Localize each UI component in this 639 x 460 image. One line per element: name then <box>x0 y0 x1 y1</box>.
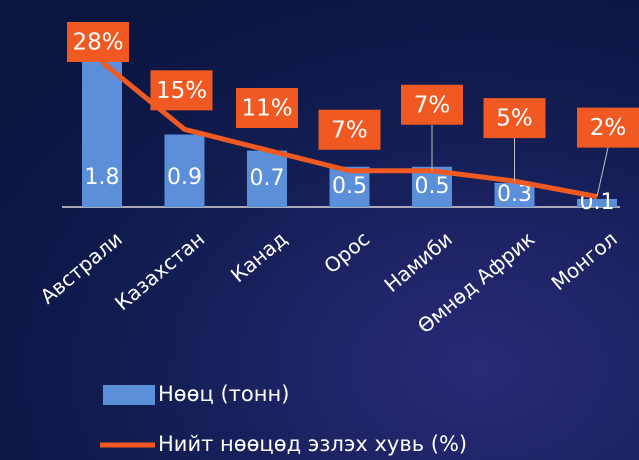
bar-value-label: 0.7 <box>250 166 285 191</box>
line-value-label: 5% <box>496 106 533 132</box>
bar <box>577 198 617 207</box>
data-label-box <box>67 22 129 62</box>
line-value-label: 7% <box>331 117 368 143</box>
leader-line <box>596 147 609 197</box>
data-label-box <box>577 107 639 148</box>
line-value-label: 28% <box>72 30 123 56</box>
data-label-box <box>483 98 546 139</box>
line-value-label: 15% <box>156 78 207 104</box>
line-value-label: 7% <box>414 92 451 118</box>
bar <box>82 62 122 207</box>
data-label-box <box>150 70 213 111</box>
bar <box>494 182 535 207</box>
bar-value-label: 1.8 <box>85 165 120 190</box>
legend-label: Нийт нөөцөд эзлэх хувь (%) <box>158 432 467 456</box>
bar-value-label: 0.5 <box>332 174 367 199</box>
line-value-label: 11% <box>241 96 292 122</box>
data-label-box <box>318 109 381 150</box>
bar-value-label: 0.3 <box>497 182 532 207</box>
line-value-label: 2% <box>590 115 627 141</box>
legend-label: Нөөц (тонн) <box>158 382 289 406</box>
bar-value-label: 0.5 <box>415 174 450 199</box>
bar <box>164 134 205 207</box>
bar-value-label: 0.9 <box>167 165 202 190</box>
data-label-box <box>236 88 298 129</box>
data-label-box <box>401 84 463 125</box>
legend-swatch <box>103 385 155 405</box>
bar <box>329 166 370 207</box>
bar <box>247 150 287 207</box>
